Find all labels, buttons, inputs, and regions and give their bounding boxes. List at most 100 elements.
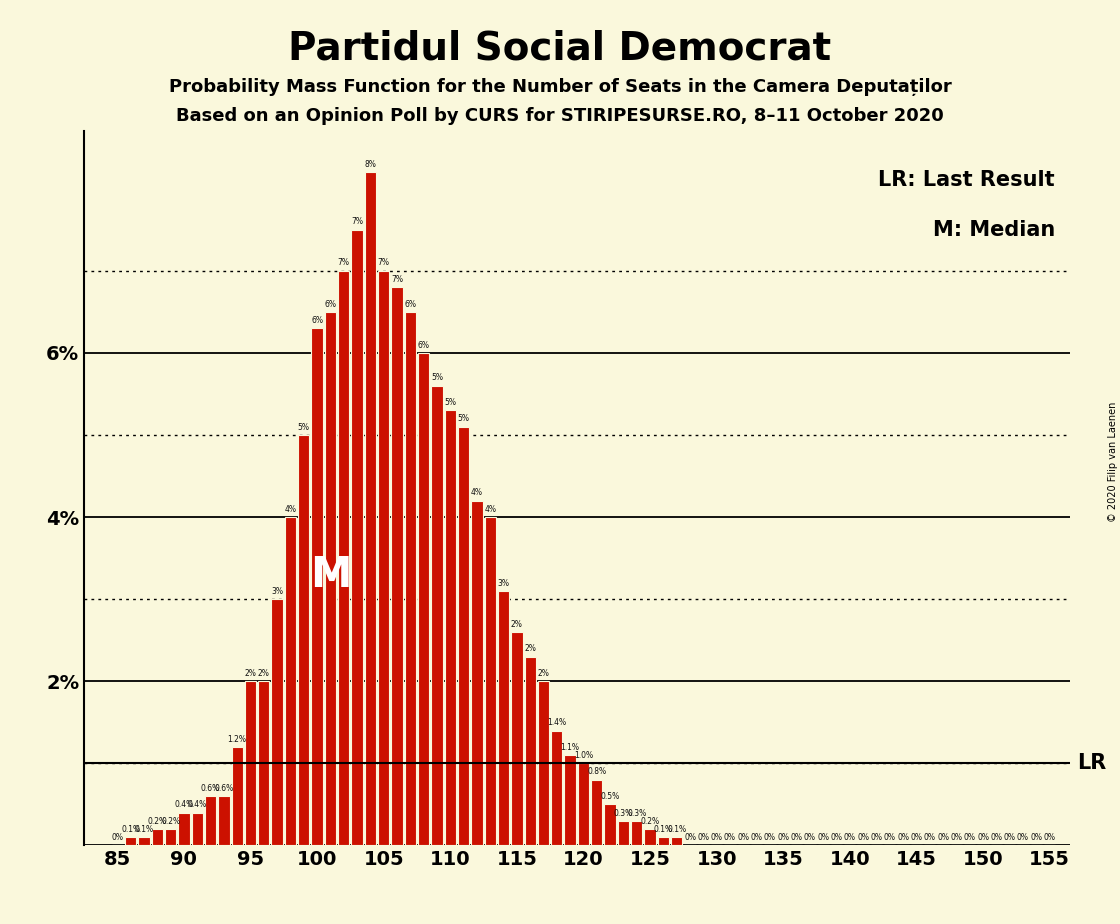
Text: 0.5%: 0.5% xyxy=(600,792,619,801)
Text: 2%: 2% xyxy=(538,669,550,678)
Bar xyxy=(564,755,576,845)
Text: 0%: 0% xyxy=(870,833,883,842)
Text: 3%: 3% xyxy=(271,587,283,596)
Text: 0.1%: 0.1% xyxy=(121,825,140,834)
Bar xyxy=(365,172,376,845)
Bar xyxy=(151,829,162,845)
Text: 0%: 0% xyxy=(911,833,923,842)
Bar xyxy=(591,780,603,845)
Text: 0%: 0% xyxy=(990,833,1002,842)
Bar xyxy=(404,311,416,845)
Bar xyxy=(391,287,403,845)
Text: 7%: 7% xyxy=(338,259,349,267)
Text: 0%: 0% xyxy=(831,833,842,842)
Bar xyxy=(338,271,349,845)
Text: 4%: 4% xyxy=(484,505,496,514)
Bar xyxy=(631,821,643,845)
Text: Based on an Opinion Poll by CURS for STIRIPESURSE.RO, 8–11 October 2020: Based on an Opinion Poll by CURS for STI… xyxy=(176,107,944,125)
Text: 0.3%: 0.3% xyxy=(614,808,633,818)
Bar xyxy=(205,796,216,845)
Text: 0.3%: 0.3% xyxy=(627,808,646,818)
Text: 0%: 0% xyxy=(750,833,763,842)
Bar xyxy=(165,829,176,845)
Bar xyxy=(498,591,510,845)
Bar xyxy=(431,385,442,845)
Text: 0%: 0% xyxy=(791,833,803,842)
Text: 0%: 0% xyxy=(698,833,709,842)
Text: 0%: 0% xyxy=(884,833,896,842)
Text: 1.2%: 1.2% xyxy=(227,735,246,744)
Text: 0%: 0% xyxy=(711,833,722,842)
Text: 6%: 6% xyxy=(418,341,430,349)
Bar xyxy=(178,812,189,845)
Bar xyxy=(511,632,523,845)
Text: 0.2%: 0.2% xyxy=(148,817,167,826)
Text: 0%: 0% xyxy=(963,833,976,842)
Text: 0.4%: 0.4% xyxy=(187,800,207,809)
Text: 0.4%: 0.4% xyxy=(175,800,194,809)
Text: 0%: 0% xyxy=(777,833,790,842)
Bar xyxy=(298,435,309,845)
Text: 0%: 0% xyxy=(804,833,815,842)
Text: 0.6%: 0.6% xyxy=(214,784,233,793)
Text: 0%: 0% xyxy=(951,833,962,842)
Text: 5%: 5% xyxy=(445,398,456,407)
Text: M: M xyxy=(309,553,352,596)
Bar xyxy=(284,517,296,845)
Bar xyxy=(125,837,137,845)
Text: 6%: 6% xyxy=(325,299,336,309)
Text: 0%: 0% xyxy=(724,833,736,842)
Text: 0.2%: 0.2% xyxy=(641,817,660,826)
Bar xyxy=(605,805,616,845)
Bar xyxy=(352,230,363,845)
Bar xyxy=(578,763,589,845)
Bar xyxy=(551,731,562,845)
Text: 2%: 2% xyxy=(511,620,523,628)
Bar xyxy=(218,796,230,845)
Text: 0%: 0% xyxy=(764,833,776,842)
Text: 8%: 8% xyxy=(364,160,376,169)
Text: 0%: 0% xyxy=(737,833,749,842)
Text: 2%: 2% xyxy=(524,644,536,653)
Bar xyxy=(524,657,535,845)
Text: 0%: 0% xyxy=(1004,833,1016,842)
Text: 1.4%: 1.4% xyxy=(548,718,567,727)
Text: 7%: 7% xyxy=(351,217,363,226)
Text: Partidul Social Democrat: Partidul Social Democrat xyxy=(289,30,831,67)
Text: Probability Mass Function for the Number of Seats in the Camera Deputaților: Probability Mass Function for the Number… xyxy=(169,78,951,95)
Bar xyxy=(232,747,243,845)
Text: 5%: 5% xyxy=(298,422,310,432)
Bar xyxy=(311,328,323,845)
Text: 0%: 0% xyxy=(684,833,696,842)
Text: 6%: 6% xyxy=(311,316,323,325)
Text: 0%: 0% xyxy=(843,833,856,842)
Bar xyxy=(138,837,150,845)
Bar xyxy=(618,821,629,845)
Bar xyxy=(192,812,203,845)
Bar xyxy=(671,837,682,845)
Bar xyxy=(258,681,270,845)
Bar xyxy=(418,353,429,845)
Text: 2%: 2% xyxy=(244,669,256,678)
Text: 1.0%: 1.0% xyxy=(573,751,592,760)
Text: 7%: 7% xyxy=(391,275,403,284)
Text: 0%: 0% xyxy=(897,833,909,842)
Bar xyxy=(472,501,483,845)
Text: © 2020 Filip van Laenen: © 2020 Filip van Laenen xyxy=(1108,402,1118,522)
Text: 1.1%: 1.1% xyxy=(561,743,580,752)
Text: 0.1%: 0.1% xyxy=(134,825,153,834)
Text: 4%: 4% xyxy=(284,505,297,514)
Text: 0%: 0% xyxy=(111,833,123,842)
Text: 4%: 4% xyxy=(470,489,483,497)
Bar xyxy=(271,599,282,845)
Text: 3%: 3% xyxy=(497,578,510,588)
Text: 0.8%: 0.8% xyxy=(587,768,606,776)
Text: 6%: 6% xyxy=(404,299,417,309)
Text: 0.1%: 0.1% xyxy=(668,825,687,834)
Text: 2%: 2% xyxy=(258,669,270,678)
Bar xyxy=(445,410,456,845)
Text: 0%: 0% xyxy=(924,833,935,842)
Bar xyxy=(657,837,669,845)
Text: 5%: 5% xyxy=(431,373,442,383)
Text: 5%: 5% xyxy=(458,415,469,423)
